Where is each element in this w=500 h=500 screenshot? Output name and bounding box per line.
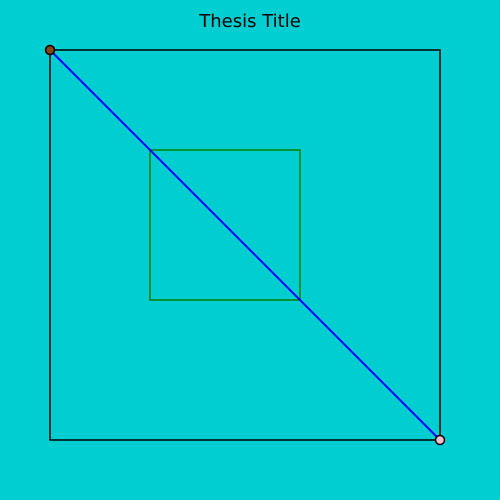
outer-square	[49, 49, 441, 441]
end-point	[434, 434, 446, 446]
diagonal-line	[49, 49, 441, 441]
start-point	[44, 44, 56, 56]
inner-square	[149, 149, 301, 301]
diagram-title: Thesis Title	[198, 11, 301, 32]
